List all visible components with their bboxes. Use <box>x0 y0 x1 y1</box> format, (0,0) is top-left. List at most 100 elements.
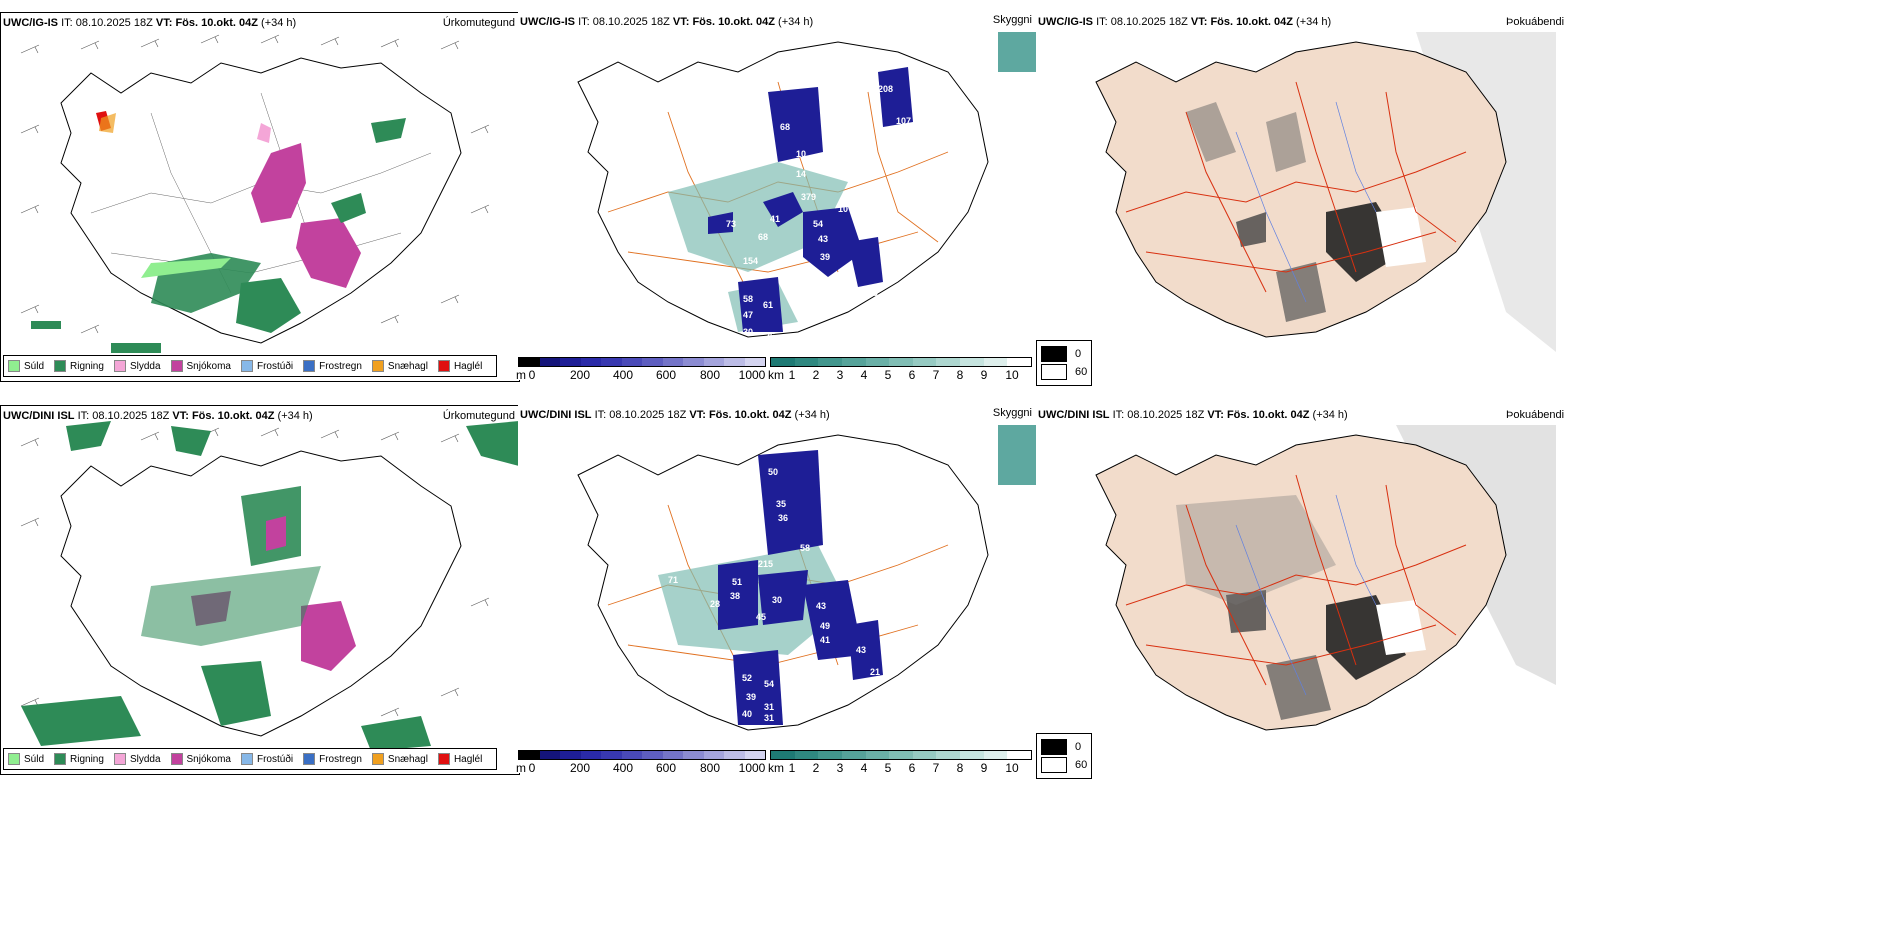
fog-key-row1: 0 60 <box>1036 340 1093 386</box>
panel-variable-label: Skyggni <box>992 14 1032 26</box>
ceiling-value: 43 <box>816 601 826 611</box>
colorbar-tick: 5 <box>884 368 892 382</box>
cloud-map-row2: 50 35 36 58 215 70 51 38 30 28 45 43 49 … <box>577 425 1036 731</box>
ceiling-value: 54 <box>813 219 823 229</box>
legend-item: Frostregn <box>303 753 362 765</box>
panel-cloud-row1: 208 107 68 10 62 14 379 66 10 41 54 43 3… <box>518 12 1036 380</box>
legend-item: Snjókoma <box>170 360 231 372</box>
ceiling-value: 61 <box>763 300 773 310</box>
legend-item: Snæhagl <box>371 753 428 765</box>
colorbar-tick: 9 <box>980 368 988 382</box>
ceiling-value: 68 <box>758 232 768 242</box>
colorbar-tick: 8 <box>956 368 964 382</box>
colorbar-tick: 5 <box>884 761 892 775</box>
legend-item: Frostúði <box>240 360 293 372</box>
wind-barbs <box>20 34 490 334</box>
ceiling-value: 54 <box>764 679 774 689</box>
panel-title: UWC/DINI ISL IT: 08.10.2025 18Z VT: Fös.… <box>520 409 830 421</box>
ceiling-value: 10 <box>796 149 806 159</box>
ceiling-value: 40 <box>742 709 752 719</box>
visibility-colorbar-row1: km 1 2 3 4 5 6 7 8 9 10 <box>768 357 1032 382</box>
iceland-coastline <box>60 450 462 737</box>
ceiling-value: 21 <box>870 667 880 677</box>
ceiling-value-labels: 208 107 68 10 62 14 379 66 10 41 54 43 3… <box>726 84 936 341</box>
precip-map-row2 <box>20 421 519 751</box>
panel-cloud-row2: 50 35 36 58 215 70 51 38 30 28 45 43 49 … <box>518 405 1036 773</box>
river-lines <box>1235 101 1377 303</box>
colorbar-tick: 10 <box>1005 761 1019 775</box>
visibility-colorbar-row2: km 1 2 3 4 5 6 7 8 9 10 <box>768 750 1032 775</box>
precip-map-row1 <box>20 34 490 353</box>
ceiling-value: 58 <box>800 543 810 553</box>
ceiling-value: 71 <box>668 575 678 585</box>
fog-key-item: 0 <box>1041 738 1087 756</box>
ceiling-value: 51 <box>732 577 742 587</box>
colorbar-tick: 7 <box>932 368 940 382</box>
colorbar-tick: 800 <box>699 761 721 775</box>
panel-title: UWC/DINI ISL IT: 08.10.2025 18Z VT: Fös.… <box>1038 409 1348 421</box>
fog-key-item: 60 <box>1041 756 1087 774</box>
cloud-map-row1: 208 107 68 10 62 14 379 66 10 41 54 43 3… <box>577 32 1036 341</box>
colorbar-tick: 8 <box>956 761 964 775</box>
ceiling-value: 87 <box>828 279 838 289</box>
ceiling-value: 107 <box>896 116 911 126</box>
colorbar-tick: 4 <box>860 368 868 382</box>
ceiling-value: 120 <box>796 272 811 282</box>
colorbar-tick: 1000 <box>738 761 766 775</box>
colorbar-tick: 2 <box>812 368 820 382</box>
fog-key-item: 0 <box>1041 345 1087 363</box>
legend-item: Haglél <box>437 360 482 372</box>
ceiling-value: 58 <box>743 294 753 304</box>
colorbar-tick: 2 <box>812 761 820 775</box>
ceiling-value: 52 <box>742 673 752 683</box>
ceiling-areas <box>708 67 913 332</box>
river-lines <box>1235 494 1377 696</box>
panel-variable-label: Úrkomutegund <box>442 17 515 29</box>
ceiling-value: 66 <box>858 186 868 196</box>
colorbar-tick: 10 <box>1005 368 1019 382</box>
ceiling-value: 41 <box>820 635 830 645</box>
colorbar-unit: m <box>516 368 526 382</box>
ceiling-value: 49 <box>820 621 830 631</box>
colorbar-tick: 1 <box>788 761 796 775</box>
fog-key-row2: 0 60 <box>1036 733 1093 779</box>
fog-map-row2 <box>1095 425 1556 731</box>
panel-title: UWC/IG-IS IT: 08.10.2025 18Z VT: Fös. 10… <box>1038 16 1332 28</box>
panel-precip-type-row2: UWC/DINI ISL IT: 08.10.2025 18Z VT: Fös.… <box>0 405 520 775</box>
colorbar-tick: 0 <box>528 368 536 382</box>
ceiling-value: 36 <box>778 513 788 523</box>
precip-areas <box>21 421 519 751</box>
ceiling-value: 14 <box>796 169 806 179</box>
colorbar-tick: 600 <box>655 368 677 382</box>
ceiling-value: 30 <box>743 327 753 337</box>
ceiling-value: 41 <box>770 214 780 224</box>
colorbar-tick: 400 <box>612 761 634 775</box>
panel-variable-label: Skyggni <box>992 407 1032 419</box>
panel-fog-row1: UWC/IG-IS IT: 08.10.2025 18Z VT: Fös. 10… <box>1036 12 1900 380</box>
legend-item: Rigning <box>54 360 104 372</box>
fog-key-item: 60 <box>1041 363 1087 381</box>
colorbar-tick: 9 <box>980 761 988 775</box>
ceiling-colorbar-row1: m 0 200 400 600 800 1000 <box>516 357 766 382</box>
panel-variable-label: Úrkomutegund <box>442 410 515 422</box>
colorbar-tick: 400 <box>612 368 634 382</box>
legend-item: Súld <box>8 360 44 372</box>
ceiling-value: 47 <box>743 310 753 320</box>
colorbar-tick: 3 <box>836 368 844 382</box>
colorbar-tick: 200 <box>569 761 591 775</box>
ceiling-value: 31 <box>764 702 774 712</box>
colorbar-unit: m <box>516 761 526 775</box>
legend-item: Súld <box>8 753 44 765</box>
panel-precip-type-row1: UWC/IG-IS IT: 08.10.2025 18Z VT: Fös. 10… <box>0 12 520 382</box>
legend-item: Snæhagl <box>371 360 428 372</box>
legend-item: Frostregn <box>303 360 362 372</box>
ceiling-value: 28 <box>710 599 720 609</box>
ceiling-value: 50 <box>768 467 778 477</box>
ceiling-value: 379 <box>801 192 816 202</box>
ceiling-value: 10 <box>838 204 848 214</box>
ceiling-value: 35 <box>776 499 786 509</box>
iceland-coastline <box>60 57 462 344</box>
colorbar-swatches <box>770 357 1032 367</box>
legend-item: Haglél <box>437 753 482 765</box>
ceiling-value: 38 <box>730 591 740 601</box>
